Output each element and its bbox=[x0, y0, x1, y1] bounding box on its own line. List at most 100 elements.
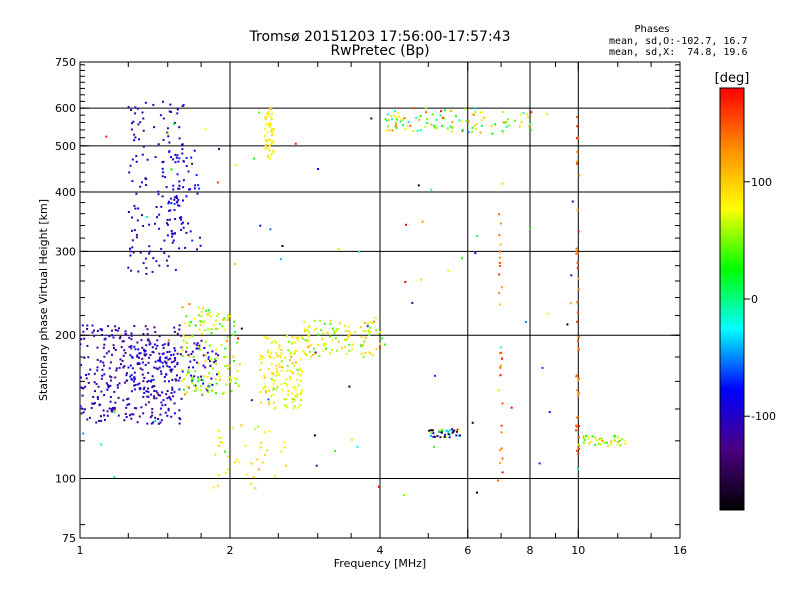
echo-point bbox=[618, 439, 621, 442]
echo-point bbox=[191, 162, 194, 165]
echo-point bbox=[139, 367, 142, 370]
echo-point bbox=[185, 231, 188, 234]
echo-point bbox=[123, 349, 126, 352]
echo-point bbox=[348, 349, 351, 352]
echo-point bbox=[388, 129, 391, 132]
echo-point bbox=[215, 392, 217, 395]
echo-point bbox=[178, 417, 181, 420]
echo-point bbox=[169, 398, 172, 401]
echo-point bbox=[122, 366, 125, 369]
echo-point bbox=[147, 371, 150, 374]
echo-point bbox=[173, 198, 176, 201]
echo-point bbox=[259, 224, 262, 227]
echo-point bbox=[117, 414, 120, 417]
echo-point bbox=[135, 192, 138, 195]
echo-point bbox=[281, 389, 284, 392]
echo-point bbox=[287, 340, 290, 343]
echo-point bbox=[127, 397, 130, 400]
echo-point bbox=[500, 222, 503, 225]
echo-point bbox=[81, 387, 84, 390]
echo-point bbox=[142, 388, 145, 391]
echo-point bbox=[187, 366, 190, 369]
echo-point bbox=[500, 431, 503, 434]
echo-point bbox=[93, 329, 95, 332]
echo-point bbox=[157, 193, 160, 196]
echo-point bbox=[578, 448, 581, 450]
echo-point bbox=[233, 377, 236, 379]
echo-point bbox=[151, 411, 154, 414]
echo-point bbox=[129, 354, 132, 357]
echo-point bbox=[283, 446, 286, 449]
echo-point bbox=[265, 116, 268, 119]
echo-point bbox=[328, 335, 331, 338]
echo-point bbox=[102, 346, 105, 349]
echo-point bbox=[86, 328, 89, 330]
echo-point bbox=[142, 262, 145, 265]
echo-point bbox=[166, 131, 169, 134]
echo-point bbox=[218, 375, 221, 378]
echo-point bbox=[438, 429, 441, 432]
echo-point bbox=[345, 352, 348, 355]
echo-point bbox=[174, 218, 177, 220]
echo-point bbox=[276, 385, 279, 388]
echo-point bbox=[529, 123, 532, 126]
echo-point bbox=[368, 329, 371, 332]
echo-point bbox=[129, 250, 132, 253]
echo-point bbox=[166, 414, 169, 417]
echo-point bbox=[335, 330, 338, 333]
echo-point bbox=[321, 338, 324, 340]
echo-point bbox=[174, 359, 177, 362]
echo-point bbox=[178, 388, 181, 391]
echo-point bbox=[233, 461, 236, 464]
echo-point bbox=[161, 361, 164, 364]
echo-point bbox=[475, 122, 478, 125]
echo-point bbox=[268, 401, 271, 404]
echo-point bbox=[300, 390, 303, 393]
echo-point bbox=[440, 431, 443, 434]
echo-point bbox=[124, 352, 127, 354]
echo-point bbox=[577, 349, 580, 351]
echo-point bbox=[145, 273, 148, 275]
echo-point bbox=[173, 391, 176, 394]
echo-point bbox=[129, 247, 131, 250]
echo-point bbox=[170, 361, 173, 364]
echo-point bbox=[360, 352, 363, 355]
echo-point bbox=[259, 369, 262, 371]
echo-point bbox=[168, 366, 171, 368]
echo-point bbox=[111, 410, 114, 413]
echo-point bbox=[142, 129, 145, 132]
echo-point bbox=[318, 319, 321, 322]
echo-point bbox=[138, 415, 141, 418]
echo-point bbox=[294, 388, 297, 391]
echo-point bbox=[272, 383, 275, 385]
echo-point bbox=[264, 135, 266, 138]
echo-point bbox=[192, 366, 195, 369]
echo-point bbox=[227, 368, 229, 371]
echo-point bbox=[165, 373, 168, 376]
echo-point bbox=[577, 378, 580, 381]
echo-point bbox=[498, 213, 501, 216]
echo-point bbox=[409, 124, 412, 127]
echo-point bbox=[125, 333, 128, 336]
echo-point bbox=[317, 344, 320, 347]
echo-point bbox=[160, 372, 163, 375]
echo-point bbox=[329, 352, 332, 355]
y-tick-label: 100 bbox=[55, 473, 76, 486]
echo-point bbox=[366, 325, 369, 328]
echo-point bbox=[140, 339, 143, 342]
echo-point bbox=[577, 443, 580, 446]
echo-point bbox=[208, 382, 211, 385]
echo-point bbox=[193, 384, 195, 387]
echo-point bbox=[138, 356, 140, 359]
echo-point bbox=[421, 220, 424, 223]
echo-point bbox=[106, 384, 109, 387]
echo-point bbox=[434, 434, 437, 437]
echo-point bbox=[176, 154, 179, 157]
echo-point bbox=[167, 342, 170, 345]
echo-point bbox=[100, 334, 103, 336]
echo-point bbox=[209, 364, 212, 367]
echo-point bbox=[585, 434, 588, 437]
echo-point bbox=[198, 344, 201, 347]
echo-point bbox=[170, 392, 173, 394]
